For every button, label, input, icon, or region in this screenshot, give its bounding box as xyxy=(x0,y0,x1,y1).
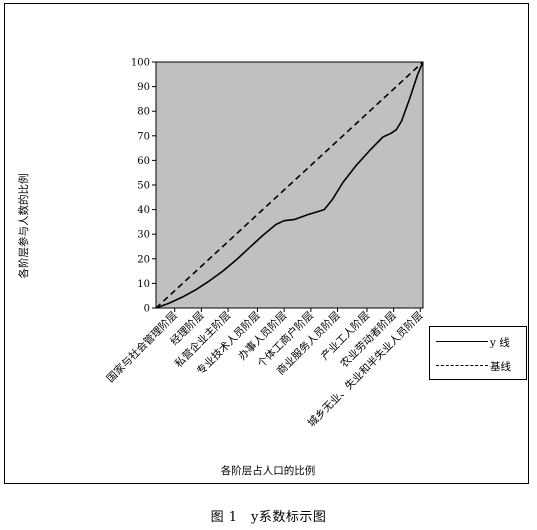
legend-label-baseline: 基线 xyxy=(490,361,511,373)
legend-swatch-dashed xyxy=(436,365,488,366)
y-tick-label: 50 xyxy=(137,181,150,192)
y-tick-label: 10 xyxy=(137,279,150,290)
legend: y 线 基线 xyxy=(429,326,527,380)
x-category-label: 国家与社会管理阶层 xyxy=(104,309,180,385)
legend-label-y-line: y 线 xyxy=(490,337,510,349)
series-line-2 xyxy=(155,61,424,309)
y-tick-label: 20 xyxy=(137,254,150,265)
x-axis-title: 各阶层占人口的比例 xyxy=(221,464,316,477)
legend-item-y-line: y 线 xyxy=(430,332,526,352)
y-tick-label: 40 xyxy=(137,205,150,216)
legend-item-baseline: 基线 xyxy=(430,356,526,376)
y-tick-label: 60 xyxy=(137,156,150,167)
chart-frame xyxy=(4,3,529,484)
x-axis: 国家与社会管理阶层经理阶层私营企业主阶层专业技术人员阶层办事人员阶层个体工商户阶… xyxy=(104,308,425,429)
legend-swatch-solid xyxy=(436,341,488,342)
series-line-1 xyxy=(155,61,424,309)
y-axis-title: 各阶层参与人数的比例 xyxy=(17,174,30,279)
y-tick-label: 80 xyxy=(137,107,150,118)
y-tick-label: 30 xyxy=(137,230,150,241)
y-axis: 0 10 20 30 40 50 60 70 80 90 100 xyxy=(131,58,156,315)
series-layer xyxy=(155,61,424,309)
y-tick-label: 0 xyxy=(144,304,150,315)
y-tick-label: 90 xyxy=(137,82,150,93)
y-tick-label: 100 xyxy=(131,58,150,69)
y-tick-label: 70 xyxy=(137,131,150,142)
figure-caption: 图 1 y系数标示图 xyxy=(210,510,327,525)
